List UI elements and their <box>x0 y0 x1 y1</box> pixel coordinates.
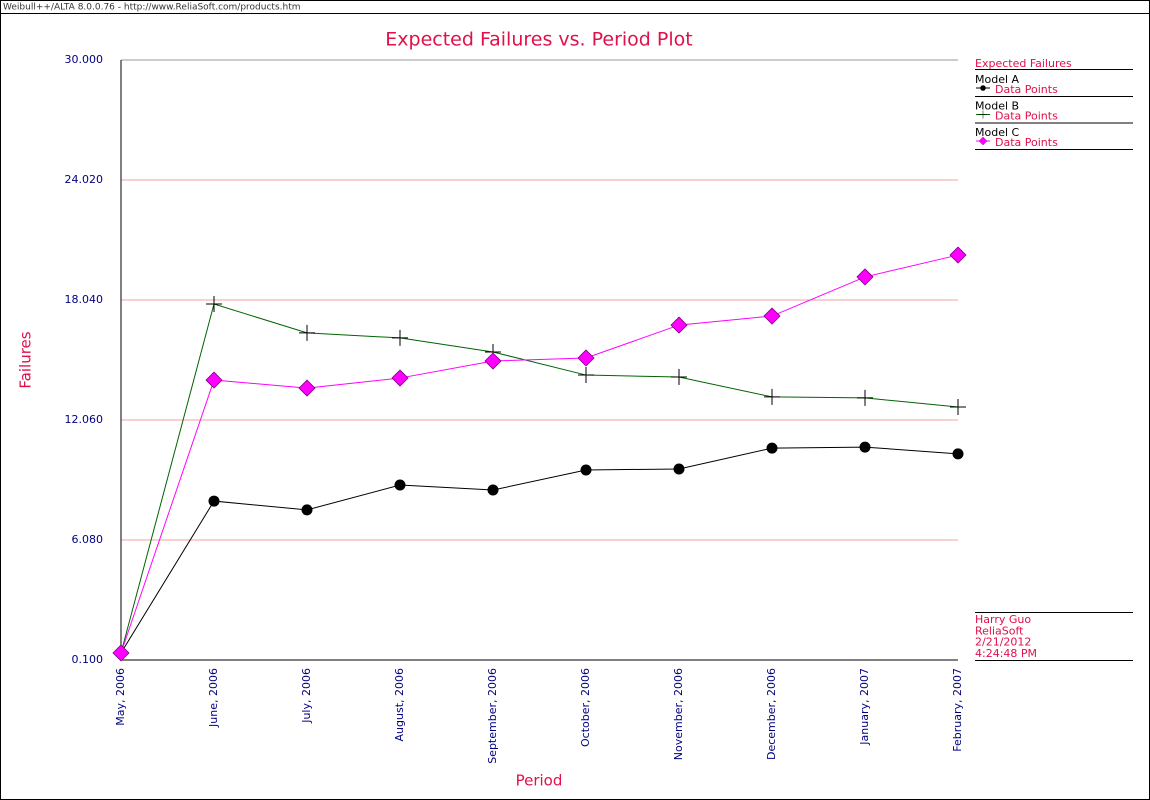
x-tick-label: October, 2006 <box>579 668 592 747</box>
data-point <box>764 388 780 405</box>
data-point <box>580 464 592 476</box>
data-point <box>487 484 499 496</box>
legend-title: Expected Failures <box>975 57 1072 70</box>
data-point <box>391 369 409 387</box>
series-line <box>120 254 959 654</box>
y-axis-label: Failures <box>17 331 35 388</box>
data-point <box>484 352 502 370</box>
data-point <box>859 441 871 453</box>
footer-text: ReliaSoft <box>975 624 1024 637</box>
y-tick-label: 30.000 <box>65 53 104 66</box>
x-tick-label: July, 2006 <box>300 668 313 724</box>
data-point <box>392 329 408 346</box>
data-point <box>766 442 778 454</box>
legend-series-name: Model C <box>975 126 1020 139</box>
x-tick-label: December, 2006 <box>765 668 778 760</box>
data-point <box>670 316 688 334</box>
y-tick-label: 6.080 <box>72 533 104 546</box>
legend-series-name: Model A <box>975 73 1020 86</box>
data-point <box>577 349 595 367</box>
x-tick-label: November, 2006 <box>672 668 685 760</box>
y-tick-label: 24.020 <box>65 173 104 186</box>
y-tick-label: 12.060 <box>65 413 104 426</box>
data-point <box>208 495 220 507</box>
chart-title: Expected Failures vs. Period Plot <box>385 29 692 51</box>
legend-marker <box>980 85 986 91</box>
legend-marker <box>978 136 988 146</box>
data-point <box>949 246 967 264</box>
legend-label: Data Points <box>995 83 1058 96</box>
data-point <box>763 307 781 325</box>
footer-text: 4:24:48 PM <box>975 647 1037 660</box>
legend-series-name: Model B <box>975 100 1019 113</box>
legend-label: Data Points <box>995 136 1058 149</box>
x-tick-label: September, 2006 <box>486 668 499 764</box>
data-point <box>950 398 966 415</box>
data-point <box>301 504 313 516</box>
data-point <box>112 644 130 662</box>
window-title: Weibull++/ALTA 8.0.0.76 - http://www.Rel… <box>3 3 301 13</box>
legend-marker <box>979 110 987 119</box>
data-point <box>857 389 873 406</box>
x-tick-label: February, 2007 <box>951 668 964 752</box>
footer-text: 2/21/2012 <box>975 636 1031 649</box>
data-point <box>856 268 874 286</box>
data-point <box>952 448 964 460</box>
data-point <box>673 463 685 475</box>
x-tick-label: August, 2006 <box>393 668 406 741</box>
legend-label: Data Points <box>995 110 1058 123</box>
x-tick-label: May, 2006 <box>114 668 127 726</box>
series-line <box>120 446 959 654</box>
x-tick-label: June, 2006 <box>207 668 220 728</box>
x-axis-label: Period <box>516 772 563 790</box>
series-line <box>120 303 959 654</box>
data-point <box>394 479 406 491</box>
y-tick-label: 18.040 <box>65 293 104 306</box>
data-point <box>298 379 316 397</box>
x-tick-label: January, 2007 <box>858 668 871 746</box>
data-point <box>299 324 315 341</box>
data-point <box>206 296 222 313</box>
y-tick-label: 0.100 <box>72 653 104 666</box>
data-point <box>671 369 687 386</box>
footer-text: Harry Guo <box>975 613 1031 626</box>
data-point <box>205 371 223 389</box>
data-point <box>578 367 594 384</box>
